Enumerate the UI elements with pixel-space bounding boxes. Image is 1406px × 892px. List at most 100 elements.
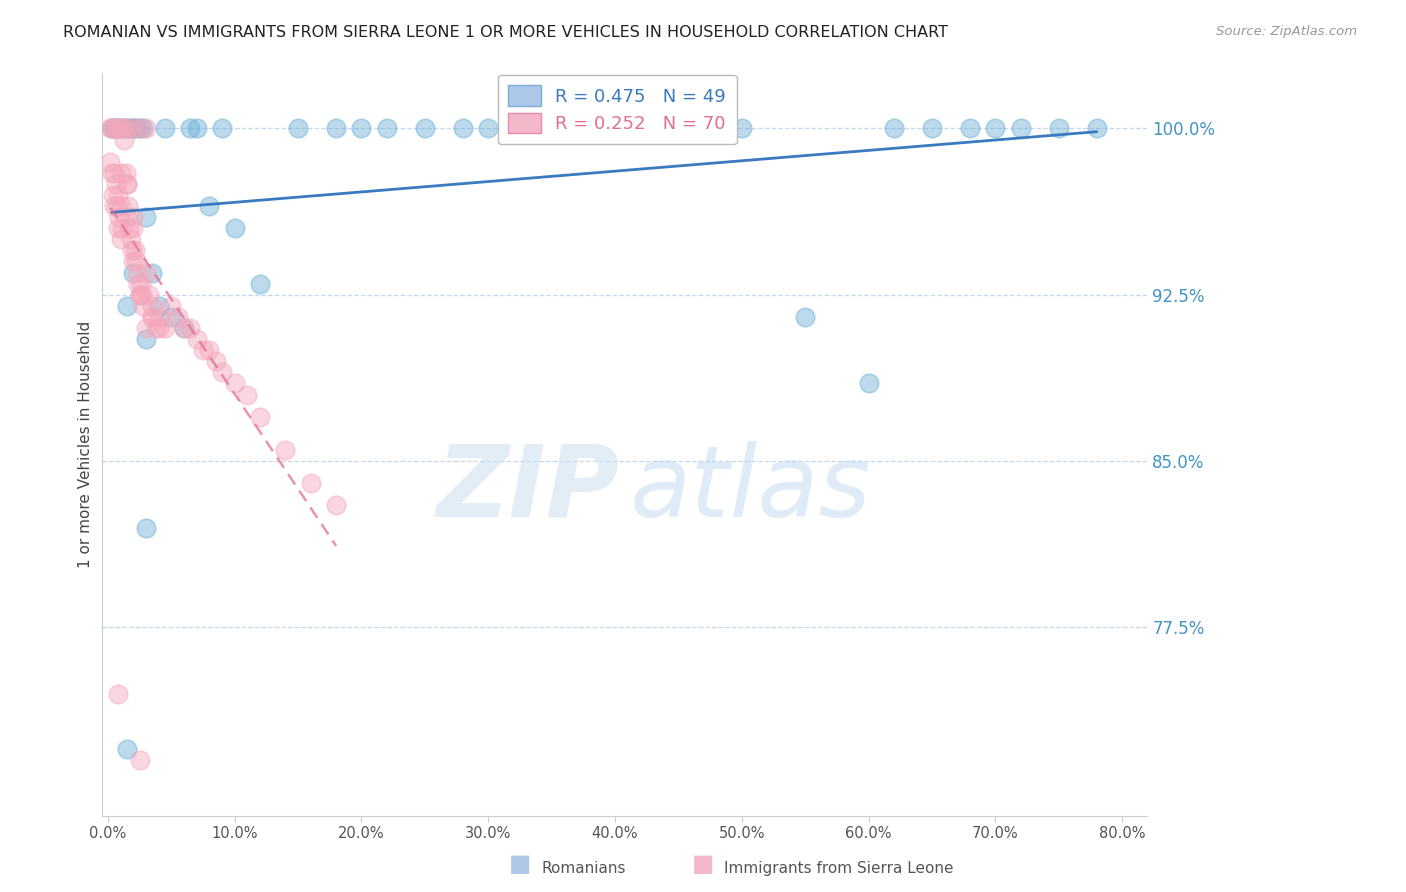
- Point: [122, 266, 145, 280]
- Point: [115, 121, 138, 136]
- Point: [115, 299, 138, 313]
- Point: [145, 321, 167, 335]
- Point: [112, 121, 135, 136]
- Point: [122, 254, 145, 268]
- Text: ZIP: ZIP: [436, 441, 619, 538]
- Point: [204, 354, 226, 368]
- Point: [100, 121, 122, 136]
- Point: [191, 343, 214, 358]
- Point: [124, 244, 146, 258]
- Point: [107, 221, 129, 235]
- Point: [107, 687, 129, 701]
- Point: [325, 121, 347, 136]
- Text: atlas: atlas: [630, 441, 872, 538]
- Point: [120, 232, 142, 246]
- Point: [128, 121, 150, 136]
- Point: [578, 121, 600, 136]
- Point: [120, 121, 142, 136]
- Point: [160, 299, 183, 313]
- Point: [731, 121, 754, 136]
- Point: [224, 221, 246, 235]
- Point: [135, 321, 157, 335]
- Point: [540, 121, 562, 136]
- Point: [666, 121, 689, 136]
- Point: [153, 321, 176, 335]
- Point: [127, 266, 149, 280]
- Point: [129, 277, 152, 291]
- Point: [148, 299, 170, 313]
- Point: [858, 376, 880, 391]
- Point: [141, 310, 163, 324]
- Text: Source: ZipAtlas.com: Source: ZipAtlas.com: [1216, 25, 1357, 38]
- Point: [160, 310, 183, 324]
- Point: [350, 121, 373, 136]
- Point: [173, 321, 195, 335]
- Point: [274, 442, 297, 457]
- Point: [117, 199, 139, 213]
- Point: [103, 199, 125, 213]
- Point: [706, 121, 728, 136]
- Point: [135, 266, 157, 280]
- Point: [883, 121, 905, 136]
- Point: [115, 210, 138, 224]
- Point: [115, 742, 138, 756]
- Point: [112, 132, 135, 146]
- Point: [1047, 121, 1070, 136]
- Point: [121, 244, 143, 258]
- Point: [115, 177, 138, 191]
- Legend: R = 0.475   N = 49, R = 0.252   N = 70: R = 0.475 N = 49, R = 0.252 N = 70: [498, 75, 737, 145]
- Point: [794, 310, 817, 324]
- Point: [128, 287, 150, 301]
- Point: [628, 121, 651, 136]
- Point: [111, 221, 134, 235]
- Point: [100, 166, 122, 180]
- Text: ■: ■: [692, 852, 714, 876]
- Point: [108, 210, 131, 224]
- Point: [198, 343, 221, 358]
- Point: [135, 332, 157, 346]
- Point: [100, 121, 122, 136]
- Point: [105, 199, 128, 213]
- Point: [179, 121, 201, 136]
- Point: [115, 177, 138, 191]
- Point: [138, 287, 160, 301]
- Point: [100, 121, 122, 136]
- Text: Immigrants from Sierra Leone: Immigrants from Sierra Leone: [724, 861, 953, 876]
- Point: [115, 121, 138, 136]
- Point: [921, 121, 943, 136]
- Point: [128, 121, 150, 136]
- Point: [110, 121, 132, 136]
- Point: [236, 387, 259, 401]
- Point: [110, 166, 132, 180]
- Point: [249, 409, 271, 424]
- Point: [104, 177, 127, 191]
- Point: [132, 299, 155, 313]
- Point: [173, 321, 195, 335]
- Point: [110, 232, 132, 246]
- Point: [110, 199, 132, 213]
- Point: [103, 121, 125, 136]
- Point: [127, 277, 149, 291]
- Point: [224, 376, 246, 391]
- Point: [153, 121, 176, 136]
- Point: [122, 221, 145, 235]
- Point: [984, 121, 1007, 136]
- Point: [132, 121, 155, 136]
- Point: [166, 310, 188, 324]
- Point: [101, 188, 124, 202]
- Point: [104, 121, 127, 136]
- Point: [325, 499, 347, 513]
- Point: [128, 754, 150, 768]
- Point: [118, 221, 141, 235]
- Point: [451, 121, 474, 136]
- Point: [477, 121, 499, 136]
- Point: [413, 121, 436, 136]
- Point: [198, 199, 221, 213]
- Point: [128, 287, 150, 301]
- Point: [100, 154, 122, 169]
- Point: [211, 121, 233, 136]
- Point: [103, 166, 125, 180]
- Point: [122, 121, 145, 136]
- Point: [141, 310, 163, 324]
- Point: [1010, 121, 1032, 136]
